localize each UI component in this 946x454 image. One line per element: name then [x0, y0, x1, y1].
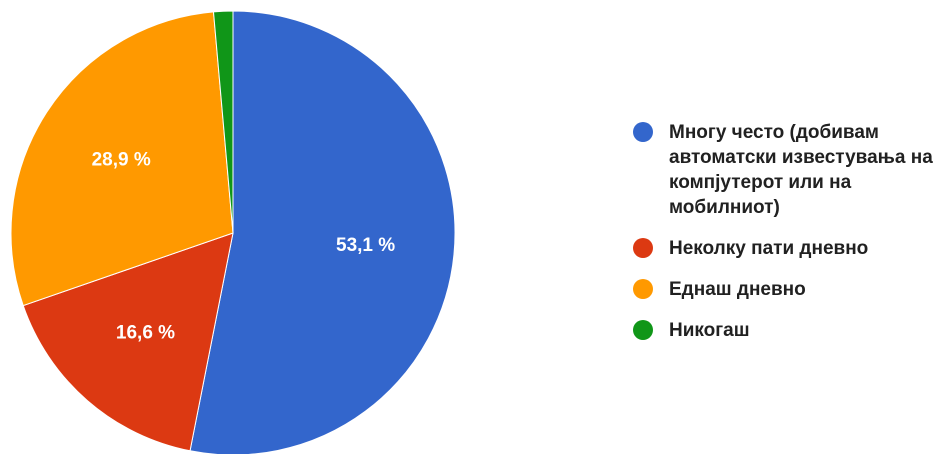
- pie-slice-very-often[interactable]: [189, 10, 456, 454]
- legend-swatch-several-times-daily: [633, 238, 653, 258]
- slice-label-several-times-daily: 16,6 %: [116, 323, 175, 344]
- legend-swatch-very-often: [633, 122, 653, 142]
- slice-label-very-often: 53,1 %: [336, 235, 395, 256]
- legend-item-very-often[interactable]: Многу често (добивам автоматски известув…: [633, 120, 933, 220]
- pie-slice-once-daily[interactable]: [10, 11, 234, 307]
- legend-label-once-daily: Еднаш дневно: [669, 279, 806, 300]
- legend-swatch-once-daily: [633, 279, 653, 299]
- legend-item-several-times-daily[interactable]: Неколку пати дневно: [633, 236, 933, 261]
- legend-label-very-often: Многу често (добивам автоматски известув…: [669, 122, 933, 218]
- legend-item-once-daily[interactable]: Еднаш дневно: [633, 277, 933, 302]
- chart-legend: Многу често (добивам автоматски известув…: [633, 120, 933, 359]
- slice-label-once-daily: 28,9 %: [92, 150, 151, 171]
- legend-label-several-times-daily: Неколку пати дневно: [669, 238, 869, 259]
- legend-label-never: Никогаш: [669, 320, 750, 341]
- legend-item-never[interactable]: Никогаш: [633, 318, 933, 343]
- legend-swatch-never: [633, 320, 653, 340]
- pie-slice-never[interactable]: [212, 10, 234, 234]
